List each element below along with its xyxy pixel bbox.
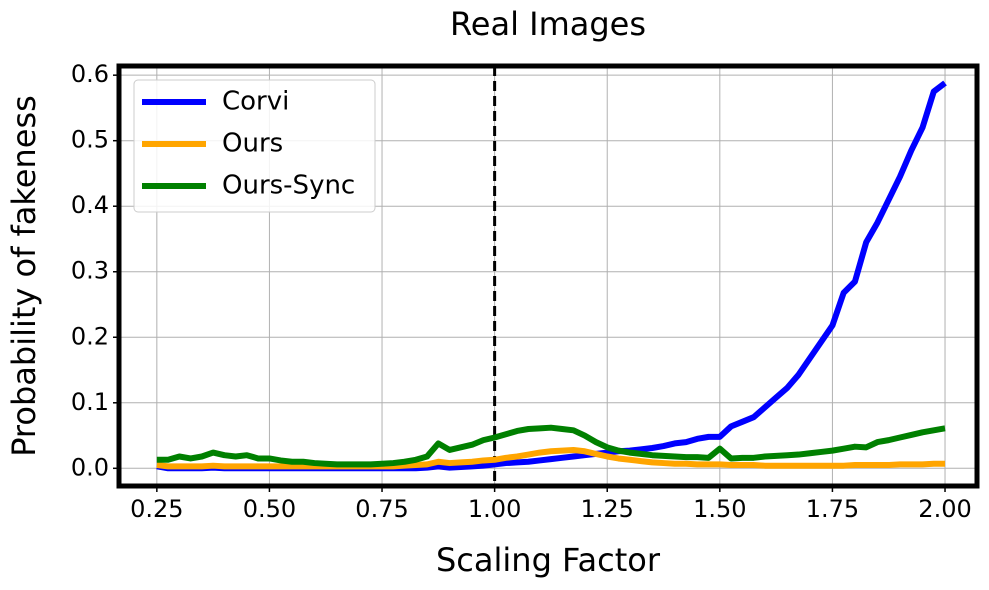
x-tick-label: 1.50 xyxy=(693,495,746,523)
y-tick-label: 0.0 xyxy=(71,453,109,481)
series-line xyxy=(156,446,946,470)
y-tick-label: 0.1 xyxy=(71,388,109,416)
chart-title: Real Images xyxy=(450,5,646,43)
y-tick-label: 0.4 xyxy=(71,191,109,219)
y-axis-label: Probability of fakeness xyxy=(5,95,43,457)
x-tick-label: 1.00 xyxy=(468,495,521,523)
y-tick-label: 0.2 xyxy=(71,322,109,350)
legend-box xyxy=(133,79,376,213)
legend-label: Ours-Sync xyxy=(222,171,355,201)
x-tick-label: 0.25 xyxy=(130,495,183,523)
x-tick-label: 1.25 xyxy=(581,495,634,523)
y-tick-label: 0.5 xyxy=(71,126,109,154)
x-tick-label: 0.75 xyxy=(355,495,408,523)
y-tick-label: 0.3 xyxy=(71,257,109,285)
legend-label: Corvi xyxy=(222,87,289,117)
y-tick-label: 0.6 xyxy=(71,60,109,88)
legend-label: Ours xyxy=(222,129,283,159)
x-axis-label: Scaling Factor xyxy=(436,541,661,579)
x-tick-label: 2.00 xyxy=(918,495,971,523)
x-tick-label: 0.50 xyxy=(243,495,296,523)
series-line xyxy=(156,424,946,468)
plot-frame xyxy=(116,63,980,489)
x-tick-label: 1.75 xyxy=(806,495,859,523)
